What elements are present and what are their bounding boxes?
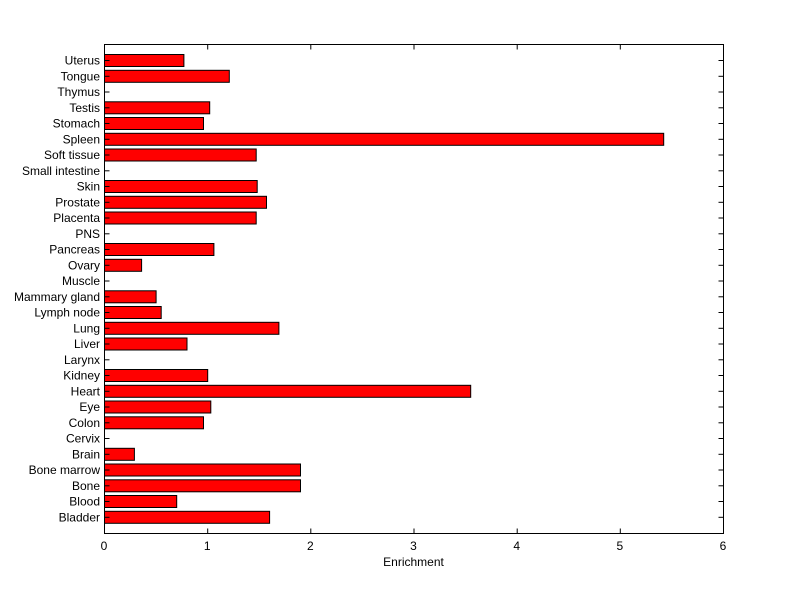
y-tick-label: Lung [73,321,100,335]
y-tick-label: Stomach [53,117,100,131]
y-tick-label: Soft tissue [44,148,100,162]
bar-spleen [104,132,665,146]
bar-placenta [104,211,257,225]
y-tick-label: Lymph node [34,306,100,320]
bar-stomach [104,117,204,130]
y-tick-label: Muscle [62,274,100,288]
x-tick-label: 1 [204,539,211,553]
bar-lymph-node [104,306,162,319]
bar-tongue [104,69,230,83]
y-tick-label: Blood [69,495,100,509]
y-tick-label: Heart [71,384,101,398]
x-tick-label: 0 [101,539,108,553]
y-tick-label: Bladder [59,510,100,524]
y-tick-label: Thymus [57,85,100,99]
bar-bone-marrow [104,463,301,477]
y-tick-label: Larynx [64,353,100,367]
y-tick-label: Colon [69,416,100,430]
bar-mammary-gland [104,290,157,304]
bar-lung [104,321,280,335]
y-tick-label: Eye [79,400,100,414]
x-tick-label: 4 [513,539,520,553]
bar-blood [104,495,178,508]
y-tick-label: Bone marrow [29,463,101,477]
y-tick-label: Cervix [66,432,100,446]
bar-kidney [104,369,209,382]
bar-heart [104,384,472,398]
y-tick-label: Ovary [68,258,100,272]
y-tick-label: Uterus [65,54,100,68]
bar-soft-tissue [104,148,257,162]
bar-eye [104,400,212,414]
bar-skin [104,180,258,193]
y-tick-label: Spleen [63,132,100,146]
y-tick-label: Placenta [53,211,100,225]
bar-liver [104,337,188,351]
x-tick-label: 5 [616,539,623,553]
bar-ovary [104,258,143,272]
bar-bladder [104,510,271,524]
bar-testis [104,101,211,115]
y-tick-label: Brain [72,447,100,461]
x-tick-label: 6 [720,539,727,553]
bar-pancreas [104,243,215,256]
bar-colon [104,416,204,430]
y-tick-label: Prostate [55,195,100,209]
y-tick-label: Testis [69,101,100,115]
y-tick-label: Tongue [61,69,101,83]
bar-bone [104,479,301,493]
bars-group [104,54,665,524]
y-tick-label: Liver [74,337,100,351]
y-tick-label: Small intestine [22,164,100,178]
y-tick-label: Pancreas [49,243,100,257]
y-tick-label: Skin [77,180,100,194]
x-tick-labels: 0 1 2 3 4 5 6 [101,539,727,553]
x-tick-label: 3 [410,539,417,553]
bar-uterus [104,54,185,67]
x-axis-label: Enrichment [383,555,444,569]
y-tick-label: Mammary gland [14,290,100,304]
y-tick-label: PNS [75,227,100,241]
ticks-group [104,44,724,534]
y-tick-label: Bone [72,479,100,493]
y-tick-label: Kidney [63,369,100,383]
x-tick-label: 2 [307,539,314,553]
bar-prostate [104,195,267,209]
